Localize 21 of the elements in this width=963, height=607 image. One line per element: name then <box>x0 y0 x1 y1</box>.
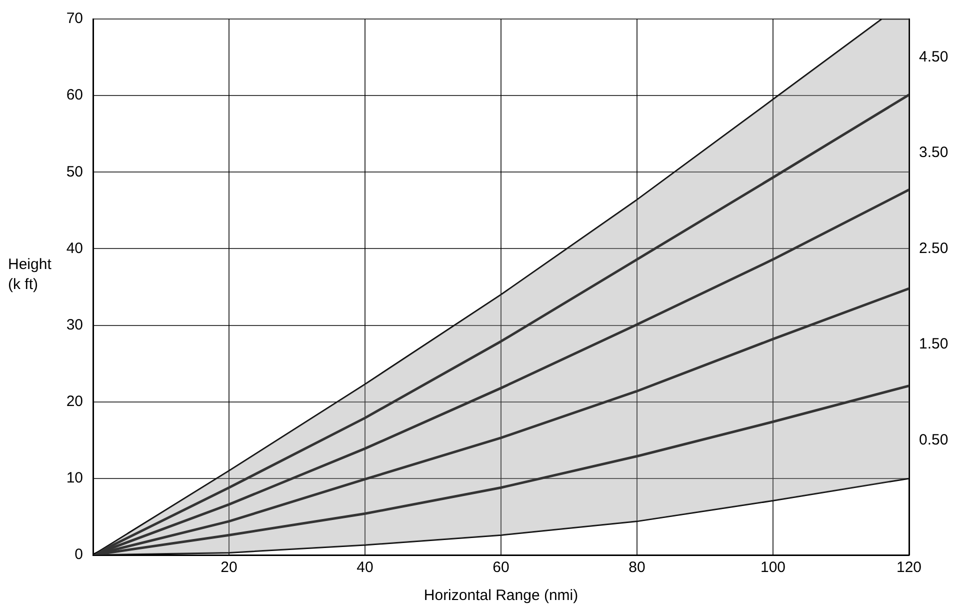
y2-tick-label: 4.50 <box>919 48 948 66</box>
x-axis-title: Horizontal Range (nmi) <box>424 587 578 604</box>
x-tick-label: 80 <box>628 559 646 576</box>
y2-tick-label: 2.50 <box>919 240 948 257</box>
y2-tick-label: 0.50 <box>919 431 948 448</box>
x-tick-label: 40 <box>356 559 374 576</box>
y-tick-label: 0 <box>74 546 83 564</box>
y2-tick-label: 1.50 <box>919 336 948 353</box>
x-tick-label: 120 <box>896 559 922 576</box>
y-tick-label: 20 <box>66 393 83 410</box>
y-tick-label: 50 <box>66 163 83 180</box>
y-tick-label: 30 <box>66 316 83 334</box>
x-tick-label: 60 <box>492 559 510 576</box>
y2-tick-label: 3.50 <box>919 144 948 162</box>
y-tick-label: 60 <box>66 86 83 104</box>
y-axis-title: Height (k ft) <box>8 255 52 295</box>
x-tick-label: 20 <box>220 559 238 576</box>
y-tick-label: 10 <box>66 470 83 487</box>
x-tick-label: 100 <box>760 559 786 576</box>
y-tick-label: 40 <box>66 240 83 257</box>
y-tick-label: 70 <box>66 10 83 28</box>
